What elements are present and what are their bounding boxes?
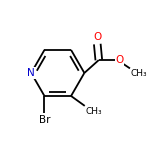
Text: O: O (93, 32, 101, 42)
Text: CH₃: CH₃ (85, 107, 102, 116)
Text: N: N (27, 68, 35, 78)
Text: CH₃: CH₃ (131, 69, 147, 78)
Text: Br: Br (39, 115, 50, 125)
Text: O: O (116, 55, 124, 65)
